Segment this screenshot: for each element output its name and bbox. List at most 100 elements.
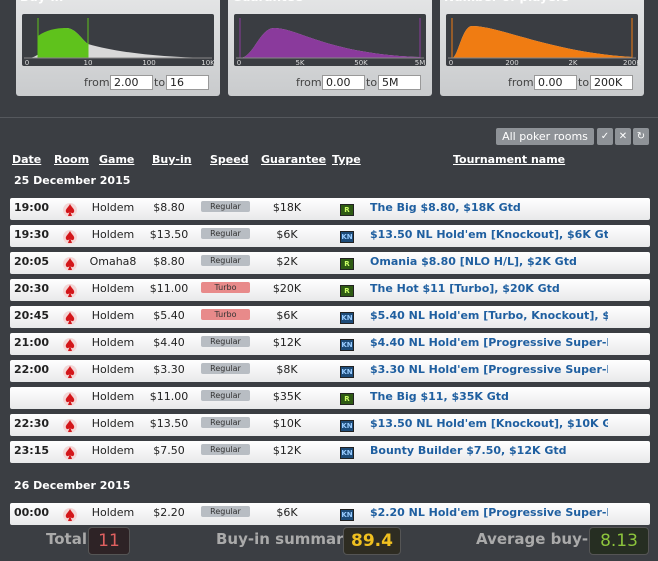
buy-in: $3.30: [153, 363, 185, 376]
type-badge: KN: [340, 447, 354, 459]
axis-label: 200: [505, 59, 518, 67]
column-header[interactable]: Type: [332, 153, 361, 166]
column-header[interactable]: Buy-in: [152, 153, 192, 166]
tournament-row[interactable]: 23:15 Holdem $7.50 Regular $12K KN Bounty Buil…: [10, 441, 650, 463]
tournament-row[interactable]: 19:00 Holdem $8.80 Regular $18K R The Big $8.8…: [10, 198, 650, 220]
toolbar-icon[interactable]: ↻: [633, 128, 649, 145]
guarantee: $12K: [272, 444, 302, 457]
buy-in: $8.80: [153, 255, 185, 268]
buy-in: $13.50: [149, 417, 189, 430]
tournament-row[interactable]: Holdem $11.00 Regular $35K R The Big $11, $35…: [10, 387, 650, 409]
game: Holdem: [91, 228, 135, 241]
column-header[interactable]: Speed: [210, 153, 249, 166]
tournament-name[interactable]: Omania $8.80 [NLO H/L], $2K Gtd: [370, 255, 577, 268]
tournament-name[interactable]: $3.30 NL Hold'em [Progressive Super-Knoc…: [370, 363, 608, 376]
type-badge: R: [340, 204, 354, 216]
to-input[interactable]: 16: [166, 75, 209, 90]
tournament-name[interactable]: $13.50 NL Hold'em [Knockout], $6K Gtd: [370, 228, 608, 241]
speed-badge: Regular: [201, 336, 250, 347]
guarantee: $2K: [276, 255, 298, 268]
type-badge: KN: [340, 509, 354, 521]
spade: [65, 339, 75, 351]
from-input[interactable]: 0.00: [322, 75, 365, 90]
tournament-row[interactable]: 20:05 Omaha8 $8.80 Regular $2K R Omania $8.80 …: [10, 252, 650, 274]
from-input[interactable]: 2.00: [110, 75, 153, 90]
to-input[interactable]: 5M: [378, 75, 421, 90]
tournament-name[interactable]: The Hot $11 [Turbo], $20K Gtd: [370, 282, 560, 295]
room-icon: [63, 203, 77, 217]
speed-badge: Regular: [201, 201, 250, 212]
tournament-name[interactable]: $4.40 NL Hold'em [Progressive Super-Knoc…: [370, 336, 608, 349]
tournament-name[interactable]: $13.50 NL Hold'em [Knockout], $10K Gtd: [370, 417, 608, 430]
tournament-row[interactable]: 20:45 Holdem $5.40 Turbo $6K KN $5.40 NL Hold'…: [10, 306, 650, 328]
start-time: 23:15: [14, 444, 50, 457]
column-header[interactable]: Room: [54, 153, 90, 166]
tournament-row[interactable]: 19:30 Holdem $13.50 Regular $6K KN $13.50 NL H…: [10, 225, 650, 247]
to-label: to: [366, 76, 378, 89]
tournament-name[interactable]: $5.40 NL Hold'em [Turbo, Knockout], $6K …: [370, 309, 608, 322]
game: Holdem: [91, 390, 135, 403]
spade: [65, 447, 75, 459]
type-badge: KN: [340, 231, 354, 243]
axis-label: 200K: [623, 59, 641, 67]
speed-badge: Turbo: [201, 309, 250, 320]
game: Holdem: [91, 506, 135, 519]
tournament-row[interactable]: 21:00 Holdem $4.40 Regular $12K KN $4.40 NL Ho…: [10, 333, 650, 355]
type-badge: KN: [340, 312, 354, 324]
column-header[interactable]: Game: [99, 153, 135, 166]
axis-label: 100: [142, 59, 155, 67]
tournament-name[interactable]: $2.20 NL Hold'em [Progressive Super-Knoc…: [370, 506, 608, 519]
filter-title: Guarantee: [232, 0, 303, 4]
speed-badge: Regular: [201, 363, 250, 374]
from-input[interactable]: 0.00: [534, 75, 577, 90]
spade: [65, 366, 75, 378]
buy-in: $4.40: [153, 336, 185, 349]
tournament-name[interactable]: The Big $8.80, $18K Gtd: [370, 201, 521, 214]
spade: [65, 312, 75, 324]
game: Holdem: [91, 201, 135, 214]
guarantee: $12K: [272, 336, 302, 349]
buy-in: $5.40: [153, 309, 185, 322]
buy-in: $7.50: [153, 444, 185, 457]
column-header[interactable]: Tournament name: [453, 153, 566, 166]
buy-in: $8.80: [153, 201, 185, 214]
start-time: 21:00: [14, 336, 50, 349]
tournament-name[interactable]: Bounty Builder $7.50, $12K Gtd: [370, 444, 567, 457]
from-label: from: [84, 76, 110, 89]
toolbar-icon[interactable]: ✓: [597, 128, 613, 145]
room-icon: [63, 230, 77, 244]
tournament-row[interactable]: 20:30 Holdem $11.00 Turbo $20K R The Hot $11 […: [10, 279, 650, 301]
type-badge: R: [340, 393, 354, 405]
column-header[interactable]: Guarantee: [261, 153, 327, 166]
axis-label: 5M: [415, 59, 426, 67]
distribution-selected: [452, 26, 632, 58]
filter-title: Buy-in: [20, 0, 63, 4]
column-header[interactable]: Date: [12, 153, 42, 166]
date-group: 26 December 2015: [14, 479, 131, 492]
game: Holdem: [91, 444, 135, 457]
buy-in: $11.00: [149, 282, 189, 295]
guarantee: $6K: [276, 309, 298, 322]
toolbar-icon[interactable]: ✕: [615, 128, 631, 145]
to-input[interactable]: 200K: [590, 75, 633, 90]
total-value: 11: [88, 527, 130, 555]
guarantee: $6K: [276, 228, 298, 241]
game: Holdem: [91, 336, 135, 349]
tournament-row[interactable]: 22:00 Holdem $3.30 Regular $8K KN $3.30 NL Hol…: [10, 360, 650, 382]
game: Omaha8: [89, 255, 137, 268]
room-icon: [63, 311, 77, 325]
guarantee: $10K: [272, 417, 302, 430]
axis-label: 5K: [295, 59, 304, 67]
filter-title: Number of players: [444, 0, 569, 4]
tournament-row[interactable]: 22:30 Holdem $13.50 Regular $10K KN $13.50 NL …: [10, 414, 650, 436]
room-icon: [63, 284, 77, 298]
distribution-selected: [38, 28, 88, 58]
room-icon: [63, 365, 77, 379]
tournament-row[interactable]: 00:00 Holdem $2.20 Regular $6K KN $2.20 NL Hol…: [10, 503, 650, 525]
tournament-name[interactable]: The Big $11, $35K Gtd: [370, 390, 509, 403]
rooms-button[interactable]: All poker rooms: [496, 128, 594, 145]
spade: [65, 509, 75, 521]
axis-label: 0: [25, 59, 29, 67]
speed-badge: Turbo: [201, 282, 250, 293]
start-time: 20:05: [14, 255, 50, 268]
